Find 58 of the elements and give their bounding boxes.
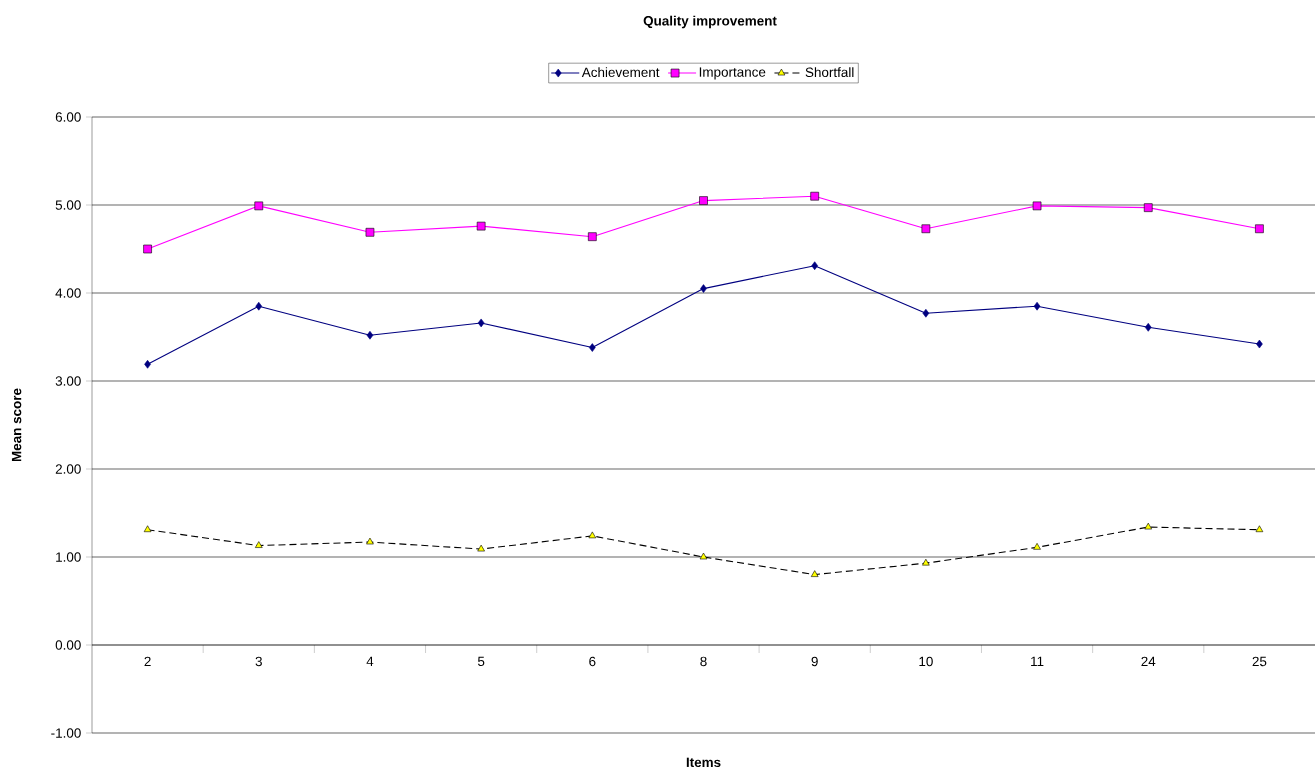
y-tick-label: 1.00 <box>56 552 81 562</box>
point <box>1143 203 1153 212</box>
point <box>1144 323 1152 332</box>
x-tick-label: 2 <box>144 656 151 667</box>
point <box>922 558 930 566</box>
x-tick-label: 5 <box>477 656 485 667</box>
point <box>810 570 819 577</box>
point <box>1255 224 1264 234</box>
x-tick-label: 6 <box>589 656 596 667</box>
y-tick-label: 2.00 <box>55 464 81 474</box>
point <box>366 537 374 545</box>
x-tick-label: 9 <box>811 656 818 667</box>
point <box>365 227 375 237</box>
point <box>254 201 264 211</box>
x-tick-label: 4 <box>366 656 374 666</box>
point <box>1144 522 1152 530</box>
legend-label: Importance <box>699 67 766 80</box>
point <box>699 552 708 560</box>
y-axis-title: Mean score <box>11 388 22 462</box>
point <box>589 343 596 352</box>
point <box>255 541 263 548</box>
point <box>1033 301 1041 311</box>
point <box>144 359 151 369</box>
y-tick-label: -1.00 <box>51 728 81 738</box>
point <box>143 244 152 254</box>
x-tick-label: 25 <box>1252 656 1267 667</box>
point <box>811 261 818 271</box>
chart-title: Quality improvement <box>643 15 777 29</box>
point <box>699 196 708 205</box>
point <box>921 224 931 234</box>
point <box>1032 201 1042 211</box>
point <box>366 330 374 340</box>
point <box>922 308 930 318</box>
point <box>1255 525 1264 533</box>
x-tick-label: 3 <box>255 656 262 667</box>
x-tick-label: 8 <box>700 656 707 667</box>
x-tick-label: 24 <box>1141 656 1156 667</box>
y-tick-label: 0.00 <box>55 640 81 650</box>
legend-label: Achievement <box>581 67 660 78</box>
y-tick-label: 3.00 <box>55 376 81 386</box>
y-tick-label: 6.00 <box>55 112 81 122</box>
point <box>810 191 819 201</box>
point <box>1033 543 1041 550</box>
y-tick-label: 5.00 <box>55 200 81 210</box>
point <box>588 232 597 241</box>
x-tick-label: 10 <box>919 656 933 667</box>
point <box>1256 339 1263 349</box>
point <box>477 318 485 328</box>
y-tick-label: 4.00 <box>55 288 81 298</box>
point <box>143 525 152 533</box>
point <box>477 544 485 552</box>
point <box>700 284 707 293</box>
point <box>255 301 263 311</box>
point <box>588 531 597 539</box>
legend-label: Shortfall <box>805 67 854 78</box>
x-tick-label: 11 <box>1031 656 1044 666</box>
x-axis-title: Items <box>686 757 721 768</box>
point <box>476 221 486 231</box>
